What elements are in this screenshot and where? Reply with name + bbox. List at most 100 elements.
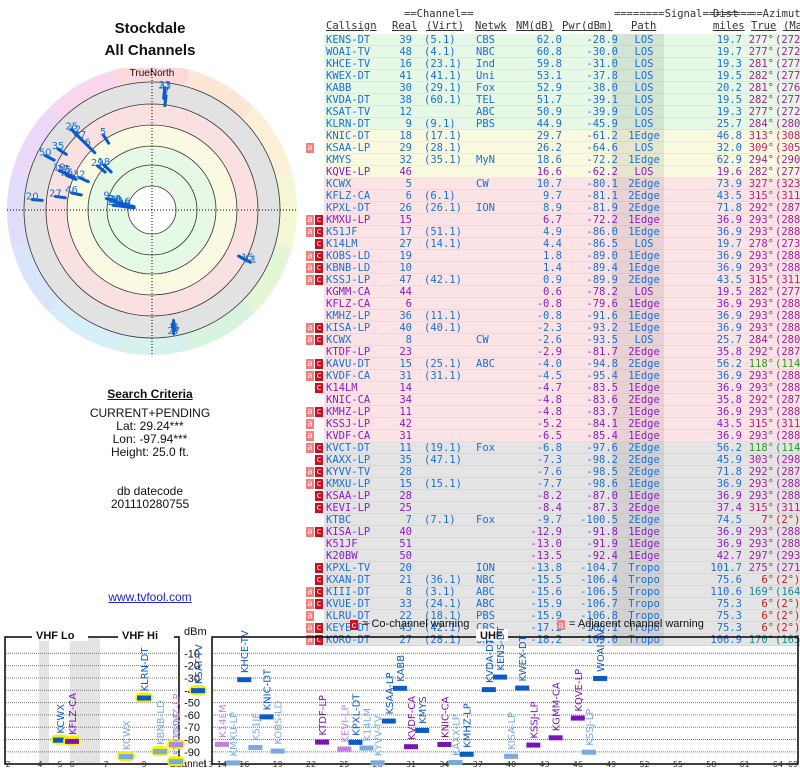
section-label-bg [32, 629, 88, 641]
station-label: 15 [241, 253, 254, 264]
network-cell: CW [476, 334, 489, 346]
azimuth-true-cell: 303° [748, 454, 774, 466]
row-background [324, 334, 800, 346]
table-row[interactable]: KFLZ-CA 6 (6.1) 9.7 -81.1 2Edge 43.5 315°(311°) [300, 190, 800, 202]
table-row[interactable]: a c K51JF 17 (51.1) 4.9 -86.0 1Edge 36.9 293° (288… [300, 226, 800, 238]
path-cell: LOS [634, 34, 654, 46]
nm-cell: 44.9 [536, 118, 562, 130]
table-row[interactable]: a c KVCT-DT 11 (19.1) Fox -6.8 -97.6 2Edge 56.2 11… [300, 442, 800, 454]
station-label: 16 [118, 197, 131, 208]
table-row[interactable]: KABB 30 (29.1) Fox 52.9 -38.0 LOS 20.2 281°(276°… [300, 82, 800, 94]
callsign-cell: KEVI-LP [326, 502, 371, 514]
table-row[interactable]: a KVDF-CA 31 -6.5 -85.4 1Edge 36.9 293°(288°) [300, 430, 800, 442]
table-row[interactable]: a c KVUE-DT 33 (24.1) ABC -15.9 -106.7 Tropo 75.3… [300, 598, 800, 610]
real-channel-cell: 35 [399, 454, 412, 466]
cochannel-warning-badge: c [315, 323, 323, 333]
table-row[interactable]: a c KISA-LP 40 (40.1) -2.3 -93.2 1Edge 36.9 293°(… [300, 322, 800, 334]
cochannel-warning-badge: c [315, 575, 323, 585]
table-row[interactable]: a c KAVU-DT 15 (25.1) ABC -4.0 -94.8 2Edge 56.2 11… [300, 358, 800, 370]
table-row[interactable]: KNIC-CA 34 -4.8 -83.6 2Edge 35.8 292°(287°) [300, 394, 800, 406]
table-row[interactable]: K20BW 50 -13.5 -92.4 1Edge 42.7 297°(293°) [300, 550, 800, 562]
table-row[interactable]: a KSSJ-LP 42 -5.2 -84.1 2Edge 43.5 315°(311°) [300, 418, 800, 430]
table-row[interactable]: KSAT-TV 12 ABC 50.9 -39.9 LOS 19.3 277°(272°) [300, 106, 800, 118]
table-row[interactable]: c KXAN-DT 21 (36.1) NBC -15.5 -106.4 Tropo 75.6 6… [300, 574, 800, 586]
path-cell: 1Edge [628, 214, 660, 226]
table-row[interactable]: KGMM-CA 44 0.6 -78.2 LOS 19.5 282°(277°) [300, 286, 800, 298]
table-row[interactable]: KTBC 7 (7.1) Fox -9.7 -100.5 2Edge 74.5 7° (2°) [300, 514, 800, 526]
table-row[interactable]: a c KSSJ-LP 47 (42.1) 0.9 -89.9 2Edge 43.5 315° (3… [300, 274, 800, 286]
table-row[interactable]: a c KVDF-CA 31 (31.1) -4.5 -95.4 1Edge 36.9 293°(… [300, 370, 800, 382]
x-tick-label: 58 [706, 760, 716, 768]
table-row[interactable]: K51JF 51 -13.0 -91.9 1Edge 36.9 293°(288°) [300, 538, 800, 550]
power-cell: -92.4 [586, 550, 618, 562]
table-row[interactable]: KPXL-DT 26 (26.1) ION 8.9 -81.9 2Edge 71.8 292°(… [300, 202, 800, 214]
table-row[interactable]: KNIC-DT 18 (17.1) 29.7 -61.2 1Edge 46.8 313° (30… [300, 130, 800, 142]
channel-gap-shade [39, 638, 49, 763]
path-cell: LOS [634, 334, 654, 346]
table-row[interactable]: KMHZ-LP 36 (11.1) -0.8 -91.6 1Edge 36.9 293° (28… [300, 310, 800, 322]
table-row[interactable]: KWEX-DT 41 (41.1) Uni 53.1 -37.8 LOS 19.5 282° (2… [300, 70, 800, 82]
row-background [324, 34, 800, 46]
azimuth-magnetic-cell: (311°) [775, 502, 800, 514]
signal-bar [137, 695, 151, 701]
distance-cell: 37.4 [716, 502, 742, 514]
table-row[interactable]: WOAI-TV 48 (4.1) NBC 60.8 -30.0 LOS 19.7 277° (27… [300, 46, 800, 58]
nm-column-shade [612, 490, 664, 502]
x-tick-label: 19 [273, 760, 283, 768]
row-background [324, 550, 800, 562]
table-row[interactable]: a c KMXU-LP 15 (15.1) -7.7 -98.6 1Edge 36.9 293°(… [300, 478, 800, 490]
station-label: 17 [56, 164, 69, 175]
power-cell: -78.2 [586, 286, 618, 298]
table-row[interactable]: KMYS 32 (35.1) MyN 18.6 -72.2 1Edge 62.9 294° (29… [300, 154, 800, 166]
network-cell: Ind [476, 58, 495, 70]
signal-bar [169, 742, 183, 748]
cochannel-warning-badge: c [315, 587, 323, 597]
adjacent-warning-badge: a [306, 467, 314, 477]
distance-cell: 75.3 [716, 610, 742, 622]
station-marker [43, 154, 56, 162]
virtual-channel-cell: (5.1) [424, 34, 456, 46]
table-row[interactable]: KENS-DT 39 (5.1) CBS 62.0 -28.9 LOS 19.7 277° (27… [300, 34, 800, 46]
callsign-cell: KSSJ-LP [326, 418, 371, 430]
path-cell: 1Edge [628, 298, 660, 310]
path-cell: 2Edge [628, 454, 660, 466]
real-channel-cell: 40 [399, 526, 412, 538]
azimuth-true-cell: 292° [748, 346, 774, 358]
table-row[interactable]: KCWX 5 CW 10.7 -80.1 2Edge 73.9 327°(323°) [300, 178, 800, 190]
table-row[interactable]: KFLZ-CA 6 -0.8 -79.6 1Edge 36.9 293°(288°) [300, 298, 800, 310]
callsign-cell: K14LM [326, 238, 358, 250]
table-row[interactable]: c KPXL-TV 20 ION -13.8 -104.7 Tropo 101.7 275° (2… [300, 562, 800, 574]
table-row[interactable]: KVDA-DT 38 (60.1) TEL 51.7 -39.1 LOS 19.5 282° (2… [300, 94, 800, 106]
nm-column-shade [612, 298, 664, 310]
power-cell: -108.1 [580, 622, 618, 634]
cochannel-warning-badge: c [315, 359, 323, 369]
nm-cell: 52.9 [536, 82, 562, 94]
table-row[interactable]: KHCE-TV 16 (23.1) Ind 59.8 -31.0 LOS 19.3 281° (2… [300, 58, 800, 70]
distance-cell: 36.9 [716, 250, 742, 262]
table-row[interactable]: KLRN-DT 9 (9.1) PBS 44.9 -45.9 LOS 25.7 284° (280… [300, 118, 800, 130]
tvfool-link[interactable]: www.tvfool.com [108, 590, 192, 604]
table-row[interactable]: KTDF-LP 23 -2.9 -81.7 2Edge 35.8 292°(287°) [300, 346, 800, 358]
power-cell: -84.1 [586, 418, 618, 430]
table-row[interactable]: a c KIII-DT 8 (3.1) ABC -15.6 -106.5 Tropo 110.6 1… [300, 586, 800, 598]
distance-cell: 25.7 [716, 334, 742, 346]
table-row[interactable]: c KAXX-LP 35 (47.1) -7.3 -98.2 2Edge 45.9 303° (2… [300, 454, 800, 466]
azimuth-magnetic-cell: (276°) [775, 82, 800, 94]
table-row[interactable]: KQVE-LP 46 16.6 -62.2 LOS 19.6 282°(277°) [300, 166, 800, 178]
distance-cell: 36.9 [716, 262, 742, 274]
real-channel-cell: 43 [399, 622, 412, 634]
virtual-channel-cell: (25.1) [424, 358, 462, 370]
azimuth-true-cell: 277° [748, 106, 774, 118]
table-row[interactable]: a KSAA-LP 29 (28.1) 26.2 -64.6 LOS 32.0 309° (305… [300, 142, 800, 154]
